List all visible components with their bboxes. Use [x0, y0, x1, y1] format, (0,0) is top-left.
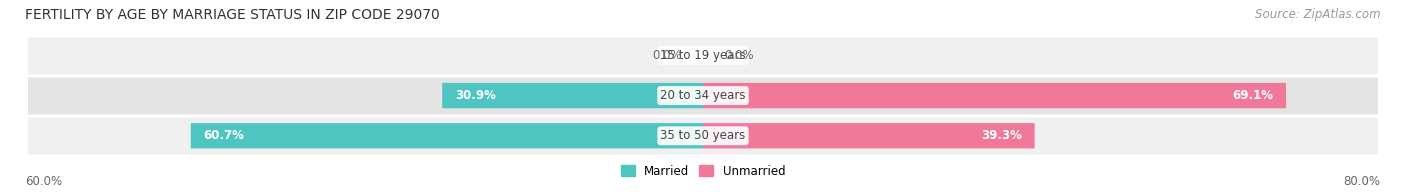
- Text: 30.9%: 30.9%: [456, 89, 496, 102]
- Text: 60.7%: 60.7%: [204, 129, 245, 142]
- Text: 39.3%: 39.3%: [981, 129, 1022, 142]
- FancyBboxPatch shape: [28, 118, 1378, 155]
- Text: 35 to 50 years: 35 to 50 years: [661, 129, 745, 142]
- Text: FERTILITY BY AGE BY MARRIAGE STATUS IN ZIP CODE 29070: FERTILITY BY AGE BY MARRIAGE STATUS IN Z…: [25, 8, 440, 22]
- Text: Source: ZipAtlas.com: Source: ZipAtlas.com: [1256, 8, 1381, 21]
- Text: 0.0%: 0.0%: [724, 49, 754, 62]
- Text: 0.0%: 0.0%: [652, 49, 682, 62]
- FancyBboxPatch shape: [703, 123, 1035, 148]
- Text: 80.0%: 80.0%: [1344, 175, 1381, 188]
- Legend: Married, Unmarried: Married, Unmarried: [616, 160, 790, 182]
- Text: 60.0%: 60.0%: [25, 175, 62, 188]
- Text: 69.1%: 69.1%: [1232, 89, 1274, 102]
- FancyBboxPatch shape: [28, 37, 1378, 74]
- FancyBboxPatch shape: [703, 83, 1286, 108]
- Text: 20 to 34 years: 20 to 34 years: [661, 89, 745, 102]
- Text: 15 to 19 years: 15 to 19 years: [661, 49, 745, 62]
- FancyBboxPatch shape: [443, 83, 703, 108]
- FancyBboxPatch shape: [28, 77, 1378, 114]
- FancyBboxPatch shape: [191, 123, 703, 148]
